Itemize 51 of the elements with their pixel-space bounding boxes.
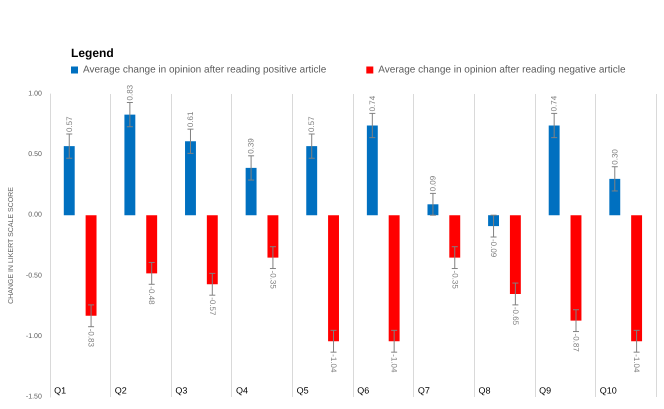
data-label: -0.35: [450, 270, 460, 290]
bar: [124, 114, 136, 216]
bar: [510, 215, 521, 294]
bar: [548, 126, 560, 216]
bar: [306, 146, 318, 216]
data-label: -0.09: [489, 239, 498, 258]
bar: [185, 141, 196, 216]
x-tick-label: Q8: [478, 386, 490, 396]
bar: [449, 215, 460, 258]
bar: [609, 178, 620, 216]
legend-label: Average change in opinion after reading negative article: [378, 64, 626, 76]
bar: [570, 215, 582, 321]
bar: [206, 215, 218, 284]
data-label: 0.57: [64, 116, 74, 132]
bar: [146, 215, 158, 274]
data-label: 0.09: [428, 175, 438, 192]
legend-title: Legend: [71, 46, 114, 60]
data-label: -0.48: [147, 286, 156, 306]
data-label: -1.04: [329, 354, 338, 373]
data-label: 0.74: [550, 95, 559, 112]
data-label: 0.74: [368, 95, 377, 112]
x-tick-label: Q2: [114, 386, 127, 396]
bar: [366, 126, 378, 216]
data-label: -0.87: [571, 334, 580, 352]
x-tick-label: Q10: [600, 386, 617, 396]
x-tick-label: Q3: [175, 386, 188, 396]
data-label: 0.30: [610, 148, 620, 165]
x-tick-label: Q9: [539, 386, 552, 396]
data-label: 0.39: [246, 138, 256, 154]
bar: [246, 168, 257, 216]
data-label: -0.83: [86, 328, 96, 348]
data-label: -0.35: [268, 270, 278, 290]
bar: [328, 215, 339, 342]
data-label: 0.83: [125, 84, 134, 100]
bar: [64, 146, 75, 216]
data-label: -1.04: [390, 354, 399, 373]
x-tick-label: Q5: [296, 386, 309, 396]
x-tick-label: Q4: [236, 386, 248, 396]
bar: [631, 215, 642, 342]
data-label: -1.04: [632, 354, 642, 373]
x-tick-label: Q6: [357, 386, 370, 396]
x-tick-label: Q7: [418, 386, 430, 396]
legend-label: Average change in opinion after reading positive article: [83, 64, 327, 76]
data-label: 0.57: [307, 116, 316, 132]
bar: [388, 215, 400, 342]
data-label: -0.65: [510, 306, 520, 326]
bar: [267, 215, 278, 258]
bar: [86, 215, 97, 316]
data-label: 0.61: [186, 111, 195, 128]
x-tick-label: Q1: [54, 386, 66, 396]
data-label: -0.57: [208, 297, 217, 316]
